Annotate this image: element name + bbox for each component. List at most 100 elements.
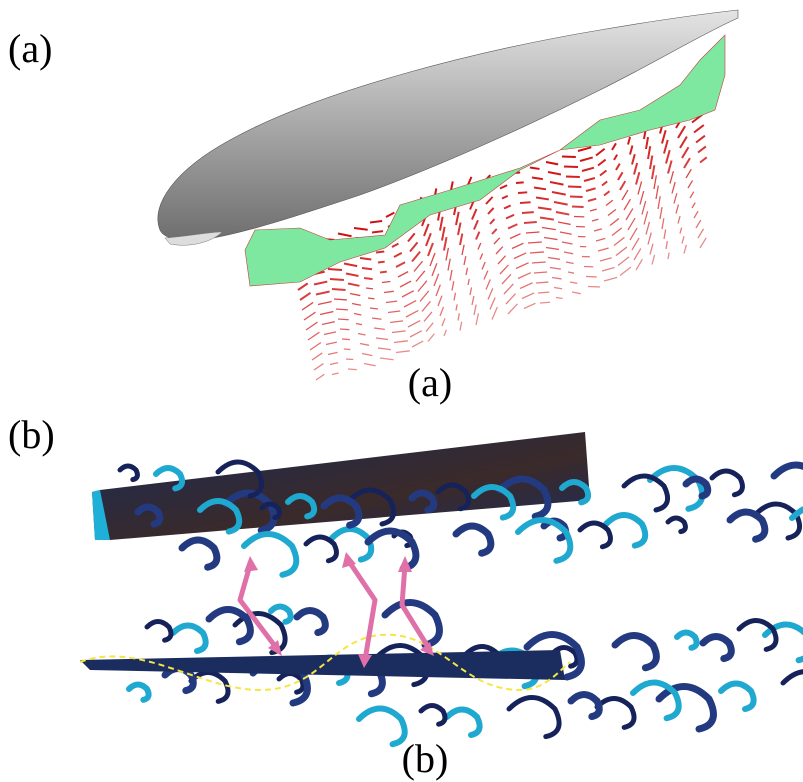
arrow xyxy=(464,256,466,265)
arrow xyxy=(518,192,527,193)
arrow xyxy=(554,288,562,289)
vortex xyxy=(783,672,803,711)
arrow xyxy=(664,140,668,153)
arrow xyxy=(684,245,686,254)
arrow xyxy=(370,308,378,309)
arrow xyxy=(338,234,352,237)
arrow xyxy=(638,181,642,194)
arrow xyxy=(678,126,685,138)
arrow xyxy=(502,274,511,284)
arrow xyxy=(554,202,568,205)
arrow xyxy=(606,200,613,205)
arrow xyxy=(672,182,675,193)
arrow xyxy=(430,253,435,266)
arrow xyxy=(490,298,495,310)
arrow xyxy=(496,247,503,254)
arrow xyxy=(536,198,549,200)
arrow xyxy=(682,236,684,243)
arrow xyxy=(326,342,337,344)
arrow xyxy=(392,244,398,247)
arrow xyxy=(456,304,457,310)
arrow xyxy=(600,170,606,175)
arrow xyxy=(434,274,439,286)
arrow xyxy=(472,209,476,219)
arrow xyxy=(506,215,514,219)
arrow xyxy=(374,328,385,329)
arrow xyxy=(504,205,511,208)
arrow xyxy=(368,298,374,299)
arrow xyxy=(506,294,516,304)
arrow xyxy=(674,193,677,203)
arrow xyxy=(658,196,660,209)
arrow xyxy=(424,224,429,236)
arrow xyxy=(530,252,544,253)
arrow xyxy=(568,272,574,273)
arrow xyxy=(546,248,559,250)
arrow xyxy=(404,301,416,307)
arrow xyxy=(330,363,338,365)
vortex xyxy=(668,518,685,532)
arrow xyxy=(442,318,445,326)
arrow xyxy=(354,228,368,230)
arrow xyxy=(380,358,394,360)
arrow xyxy=(698,146,706,152)
arrow xyxy=(460,322,462,331)
arrow xyxy=(386,213,394,217)
vortex xyxy=(182,540,217,567)
arrow xyxy=(512,243,523,248)
arrow xyxy=(402,291,414,297)
arrow xyxy=(566,262,574,263)
arrow xyxy=(590,209,597,211)
arrow xyxy=(304,312,315,320)
arrow xyxy=(524,303,535,308)
arrow xyxy=(524,222,537,223)
arrow xyxy=(700,238,706,248)
arrow xyxy=(444,330,446,336)
arrow xyxy=(600,258,612,261)
arrow xyxy=(348,284,359,286)
arrow xyxy=(348,369,357,370)
arrow xyxy=(486,279,490,289)
arrow xyxy=(596,149,605,156)
arrow xyxy=(616,247,627,255)
arrow xyxy=(310,343,321,350)
arrow xyxy=(592,219,598,221)
arrow xyxy=(544,238,557,240)
arrow xyxy=(626,208,633,220)
arrow xyxy=(520,283,533,289)
arrow xyxy=(604,277,617,281)
arrow xyxy=(594,229,602,231)
arrow xyxy=(472,296,474,305)
arrow xyxy=(420,291,429,302)
arrow xyxy=(540,302,550,303)
arrow xyxy=(392,331,406,333)
arrow xyxy=(406,310,418,317)
arrow xyxy=(648,146,650,159)
arrow xyxy=(696,220,701,228)
arrow xyxy=(446,248,448,261)
vortex xyxy=(421,706,445,725)
arrow xyxy=(690,192,694,198)
arrow xyxy=(456,212,459,225)
arrow xyxy=(552,278,562,279)
top-body xyxy=(92,432,590,540)
arrow xyxy=(318,301,332,304)
arrow xyxy=(698,229,704,238)
arrow xyxy=(654,175,656,189)
arrow xyxy=(394,253,402,257)
arrow xyxy=(616,164,620,170)
arrow xyxy=(540,218,554,220)
arrow xyxy=(428,243,433,256)
arrow xyxy=(694,125,704,133)
arrow xyxy=(664,230,666,239)
arrow xyxy=(428,334,434,342)
arrow xyxy=(620,267,631,276)
arrow xyxy=(414,261,423,271)
arrow xyxy=(360,258,371,259)
vortex xyxy=(624,476,668,510)
arrow xyxy=(500,265,508,274)
arrow xyxy=(448,259,450,271)
arrow xyxy=(596,238,605,241)
arrow xyxy=(604,191,610,195)
arrow xyxy=(314,364,323,370)
